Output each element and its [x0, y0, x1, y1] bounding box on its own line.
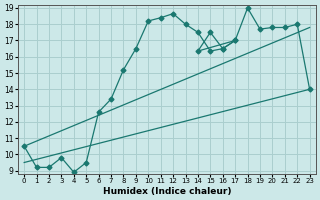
- X-axis label: Humidex (Indice chaleur): Humidex (Indice chaleur): [103, 187, 231, 196]
